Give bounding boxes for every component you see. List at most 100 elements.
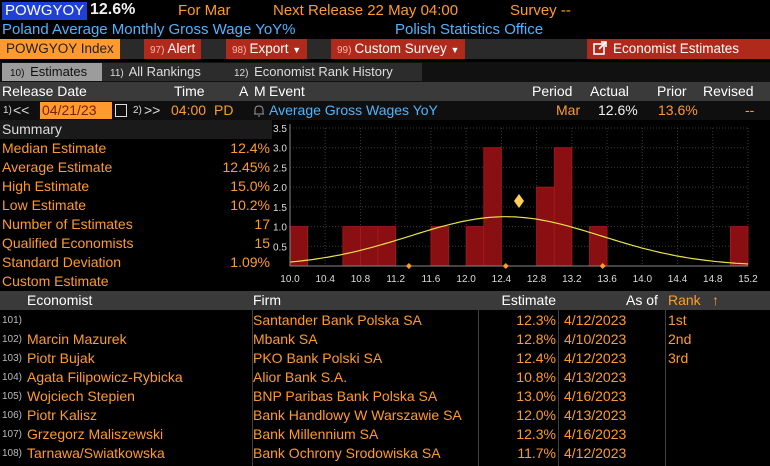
firm-name[interactable]: Santander Bank Polska SA bbox=[253, 312, 422, 328]
table-row[interactable]: 106) Piotr Kalisz Bank Handlowy W Warszawi… bbox=[0, 406, 770, 425]
economist-name[interactable]: Piotr Bujak bbox=[27, 350, 95, 366]
next-release: Next Release 22 May 04:00 bbox=[273, 2, 459, 19]
security-description: Poland Average Monthly Gross Wage YoY% bbox=[2, 21, 296, 38]
x-tick-label: 13.2 bbox=[562, 274, 582, 285]
firm-name[interactable]: Bank Millennium SA bbox=[253, 426, 379, 442]
tab-estimates[interactable]: 10) Estimates bbox=[2, 63, 104, 81]
tab-bar: 10) Estimates 11) All Rankings 12) Econo… bbox=[0, 62, 770, 83]
table-row[interactable]: 107) Grzegorz Maliszewski Bank Millennium … bbox=[0, 425, 770, 444]
actual-value: 12.6% bbox=[598, 102, 638, 118]
summary-label: Median Estimate bbox=[2, 140, 107, 156]
table-row[interactable]: 108) Tarnawa/Swiatkowska Bank Ochrony Srod… bbox=[0, 444, 770, 463]
table-row[interactable]: 105) Wojciech Stepien BNP Paribas Bank Pol… bbox=[0, 387, 770, 406]
firm-name[interactable]: Bank Ochrony Srodowiska SA bbox=[253, 445, 441, 461]
tab-economist-rank-history[interactable]: 12) Economist Rank History bbox=[226, 63, 422, 81]
x-tick-label: 10.8 bbox=[351, 274, 371, 285]
event-name[interactable]: Average Gross Wages YoY bbox=[269, 102, 438, 118]
economist-table-header: Economist Firm Estimate As of Rank ↑ bbox=[0, 291, 770, 310]
economist-name[interactable]: Marcin Mazurek bbox=[27, 331, 127, 347]
col-release-date[interactable]: Release Date bbox=[2, 83, 87, 99]
col-actual[interactable]: Actual bbox=[590, 83, 629, 99]
popout-icon bbox=[593, 41, 607, 55]
y-tick-label: 3.0 bbox=[273, 144, 287, 155]
bell-icon[interactable] bbox=[253, 104, 265, 117]
index-button[interactable]: POWGYOY Index bbox=[0, 39, 120, 59]
y-tick-label: 0.5 bbox=[273, 242, 287, 253]
summary-row: Average Estimate 12.45% bbox=[0, 158, 272, 177]
alert-button[interactable]: 97) Alert bbox=[144, 39, 202, 59]
x-tick-label: 11.6 bbox=[422, 274, 441, 285]
firm-name[interactable]: PKO Bank Polski SA bbox=[253, 350, 383, 366]
rank-value: 1st bbox=[668, 312, 687, 328]
economist-name[interactable]: Agata Filipowicz-Rybicka bbox=[27, 369, 183, 385]
summary-label: High Estimate bbox=[2, 178, 90, 194]
col-firm[interactable]: Firm bbox=[253, 292, 281, 308]
security-header: POWGYOY 12.6% For Mar Next Release 22 Ma… bbox=[0, 0, 770, 21]
row-num: 101) bbox=[2, 315, 23, 326]
col-revised[interactable]: Revised bbox=[703, 83, 754, 99]
as-of-date: 4/12/2023 bbox=[564, 312, 627, 328]
release-row[interactable]: 1) << 04/21/23 2) >> 04:00 PD Average Gr… bbox=[0, 101, 770, 120]
firm-name[interactable]: BNP Paribas Bank Polska SA bbox=[253, 388, 438, 404]
column-divider bbox=[478, 310, 479, 466]
ticker-label[interactable]: POWGYOY bbox=[2, 2, 88, 20]
custom-num: 99) bbox=[337, 45, 352, 56]
firm-name[interactable]: Alior Bank S.A. bbox=[253, 369, 348, 385]
col-event[interactable]: Event bbox=[269, 83, 305, 99]
col-prior[interactable]: Prior bbox=[657, 83, 687, 99]
table-row[interactable]: 101) Santander Bank Polska SA 12.3% 4/12/20… bbox=[0, 311, 770, 330]
x-tick-label: 12.0 bbox=[456, 274, 476, 285]
table-row[interactable]: 103) Piotr Bujak PKO Bank Polski SA 12.4% 4/… bbox=[0, 349, 770, 368]
toolbar: POWGYOY Index 97) Alert 98) Export ▼ 99) Cu… bbox=[0, 39, 770, 59]
export-num: 98) bbox=[232, 45, 247, 56]
economist-estimates-button[interactable]: Economist Estimates bbox=[587, 39, 770, 59]
date-input[interactable]: 04/21/23 bbox=[40, 102, 112, 119]
col-rank[interactable]: Rank bbox=[668, 292, 701, 308]
tab-label: All Rankings bbox=[128, 64, 201, 79]
column-divider bbox=[558, 310, 559, 466]
sort-up-icon[interactable]: ↑ bbox=[712, 292, 719, 308]
last-value: 12.6% bbox=[90, 1, 136, 18]
economist-name[interactable]: Grzegorz Maliszewski bbox=[27, 426, 164, 442]
economist-name[interactable]: Piotr Kalisz bbox=[27, 407, 98, 423]
y-tick-label: 2.0 bbox=[273, 183, 287, 194]
tab-all-rankings[interactable]: 11) All Rankings bbox=[102, 63, 226, 81]
next-button[interactable]: >> bbox=[144, 102, 161, 118]
col-m[interactable]: M bbox=[254, 83, 266, 99]
histogram-bar bbox=[729, 226, 749, 267]
col-period[interactable]: Period bbox=[532, 83, 573, 99]
summary-label: Low Estimate bbox=[2, 197, 87, 213]
firm-name[interactable]: Mbank SA bbox=[253, 331, 318, 347]
as-of-date: 4/13/2023 bbox=[564, 407, 627, 423]
summary-row[interactable]: Custom Estimate bbox=[0, 272, 272, 291]
histogram-bar bbox=[430, 226, 449, 267]
export-label: Export bbox=[249, 41, 289, 56]
economist-name[interactable]: Tarnawa/Swiatkowska bbox=[27, 445, 165, 461]
prev-button[interactable]: << bbox=[13, 102, 30, 118]
export-button[interactable]: 98) Export ▼ bbox=[226, 39, 308, 59]
summary-title-row: Summary bbox=[0, 120, 272, 139]
actual-marker bbox=[514, 193, 524, 208]
firm-name[interactable]: Bank Handlowy W Warszawie SA bbox=[253, 407, 462, 423]
histogram-svg: 0.5 1.0 1.5 2.0 2.5 3.0 3.5 10.0 10.4 10.8 11.2 11.… bbox=[273, 124, 758, 285]
x-tick-label: 14.4 bbox=[668, 274, 688, 285]
col-economist[interactable]: Economist bbox=[27, 292, 93, 308]
time-zone: PD bbox=[214, 102, 234, 118]
summary-row: Number of Estimates 17 bbox=[0, 215, 272, 234]
summary-row: Median Estimate 12.4% bbox=[0, 139, 272, 158]
normal-curve bbox=[289, 216, 749, 265]
col-estimate[interactable]: Estimate bbox=[501, 292, 556, 308]
row-num: 105) bbox=[2, 391, 23, 402]
custom-survey-button[interactable]: 99) Custom Survey ▼ bbox=[331, 39, 466, 59]
summary-value: 17 bbox=[254, 216, 270, 232]
estimate-value: 11.7% bbox=[517, 445, 556, 461]
estimate-value: 12.8% bbox=[516, 331, 556, 347]
economist-name[interactable]: Wojciech Stepien bbox=[27, 388, 135, 404]
table-row[interactable]: 102) Marcin Mazurek Mbank SA 12.8% 4/10/2023… bbox=[0, 330, 770, 349]
col-as-of[interactable]: As of bbox=[626, 292, 658, 308]
calendar-icon[interactable] bbox=[115, 104, 127, 117]
table-row[interactable]: 104) Agata Filipowicz-Rybicka Alior Bank S… bbox=[0, 368, 770, 387]
col-a[interactable]: A bbox=[239, 83, 249, 99]
x-tick-label: 14.8 bbox=[703, 274, 723, 285]
col-time[interactable]: Time bbox=[174, 83, 205, 99]
